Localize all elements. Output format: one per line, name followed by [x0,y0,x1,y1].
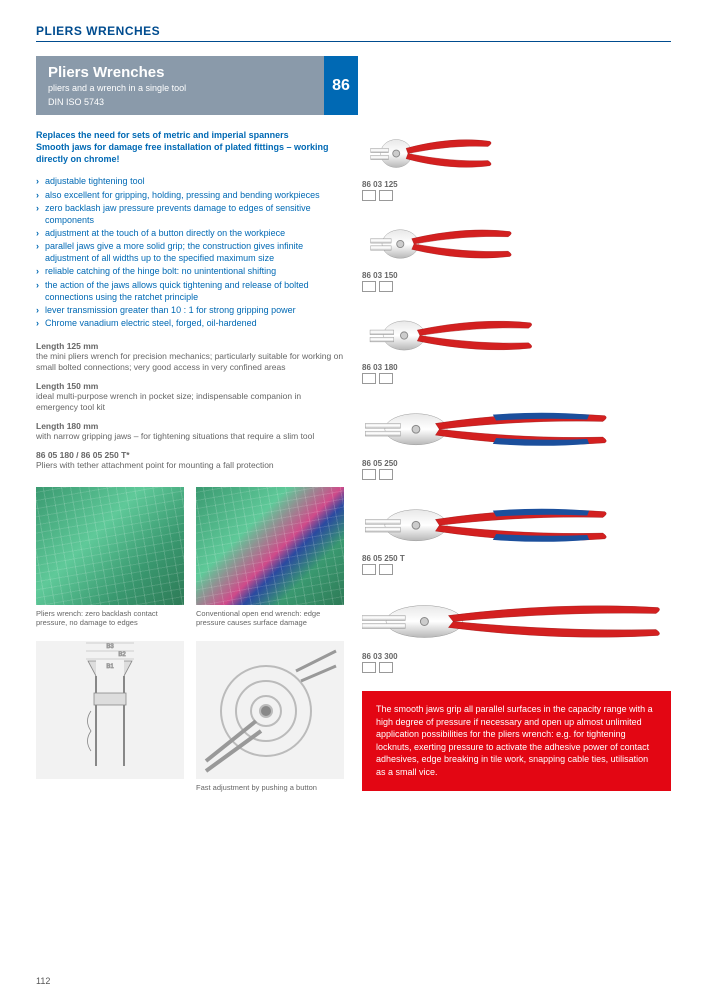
product-code: 86 03 300 [362,652,671,661]
spec-icon [379,190,393,201]
feature-bullet: adjustment at the touch of a button dire… [36,227,344,239]
feature-bullet-list: adjustable tightening tool also excellent… [36,175,344,329]
spec-icon [379,662,393,673]
product-code: 86 05 250 T [362,554,671,563]
spec-icon [379,373,393,384]
pliers-illustration [362,310,542,361]
diagram-caption-2: Conventional open end wrench: edge press… [196,609,344,627]
pliers-illustration [362,402,612,457]
length-variant: Length 125 mmthe mini pliers wrench for … [36,341,344,373]
length-desc: ideal multi-purpose wrench in pocket siz… [36,391,344,413]
product-icon-row [362,564,671,575]
product-code: 86 03 150 [362,271,671,280]
svg-text:B1: B1 [106,664,114,670]
technical-drawing-jaw-dimensions: B3 B2 B1 [36,641,184,779]
standard-code: DIN ISO 5743 [48,97,310,107]
product-item: 86 03 300 [362,593,671,673]
length-title: Length 125 mm [36,341,344,351]
feature-bullet: adjustable tightening tool [36,175,344,187]
product-item: 86 03 180 [362,310,671,384]
spec-icon [362,469,376,480]
length-desc: the mini pliers wrench for precision mec… [36,351,344,373]
length-desc: with narrow gripping jaws – for tighteni… [36,431,344,442]
feature-bullet: reliable catching of the hinge bolt: no … [36,265,344,277]
page-category-header: PLIERS WRENCHES [36,24,671,42]
product-icon-row [362,662,671,673]
spec-icon [362,564,376,575]
intro-line-1: Replaces the need for sets of metric and… [36,129,344,141]
red-callout-box: The smooth jaws grip all parallel surfac… [362,691,671,791]
product-icon-row [362,281,671,292]
page-subtitle: pliers and a wrench in a single tool [48,83,310,93]
spec-icon [379,564,393,575]
spec-icon [362,190,376,201]
product-code: 86 03 180 [362,363,671,372]
product-icon-row [362,469,671,480]
length-desc: Pliers with tether attachment point for … [36,460,344,471]
tech-caption-adjustment: Fast adjustment by pushing a button [196,783,344,792]
length-variants-block: Length 125 mmthe mini pliers wrench for … [36,341,344,471]
title-bar: Pliers Wrenches pliers and a wrench in a… [36,56,671,115]
fem-diagram-open-end [196,487,344,605]
length-title: 86 05 180 / 86 05 250 T* [36,450,344,460]
spec-icon [362,281,376,292]
spec-icon [379,469,393,480]
product-column: 86 03 125 86 03 150 [362,129,671,792]
feature-bullet: also excellent for gripping, holding, pr… [36,189,344,201]
product-item: 86 03 125 [362,129,671,201]
page-title: Pliers Wrenches [48,64,310,81]
pliers-illustration [362,219,522,269]
pliers-illustration [362,498,612,553]
svg-text:B2: B2 [118,652,126,658]
fem-diagram-pliers-wrench [36,487,184,605]
product-code: 86 03 125 [362,180,671,189]
feature-bullet: zero backlash jaw pressure prevents dama… [36,202,344,226]
diagram-caption-1: Pliers wrench: zero backlash contact pre… [36,609,184,627]
length-title: Length 180 mm [36,421,344,431]
feature-bullet: the action of the jaws allows quick tigh… [36,279,344,303]
length-variant: 86 05 180 / 86 05 250 T*Pliers with teth… [36,450,344,471]
length-variant: Length 180 mmwith narrow gripping jaws –… [36,421,344,442]
spec-icon [379,281,393,292]
product-item: 86 03 150 [362,219,671,292]
length-variant: Length 150 mmideal multi-purpose wrench … [36,381,344,413]
intro-line-2: Smooth jaws for damage free installation… [36,141,344,165]
feature-bullet: parallel jaws give a more solid grip; th… [36,240,344,264]
spec-icon [362,373,376,384]
feature-bullet: Chrome vanadium electric steel, forged, … [36,317,344,329]
page-number: 112 [36,976,50,986]
product-item: 86 05 250 T [362,498,671,576]
product-icon-row [362,190,671,201]
pliers-illustration [362,129,502,178]
feature-bullet: lever transmission greater than 10 : 1 f… [36,304,344,316]
technical-drawing-adjustment [196,641,344,779]
length-title: Length 150 mm [36,381,344,391]
pliers-illustration [362,593,662,650]
svg-text:B3: B3 [106,644,114,650]
product-item: 86 05 250 [362,402,671,480]
product-icon-row [362,373,671,384]
spec-icon [362,662,376,673]
product-code: 86 05 250 [362,459,671,468]
category-number-badge: 86 [324,56,358,115]
